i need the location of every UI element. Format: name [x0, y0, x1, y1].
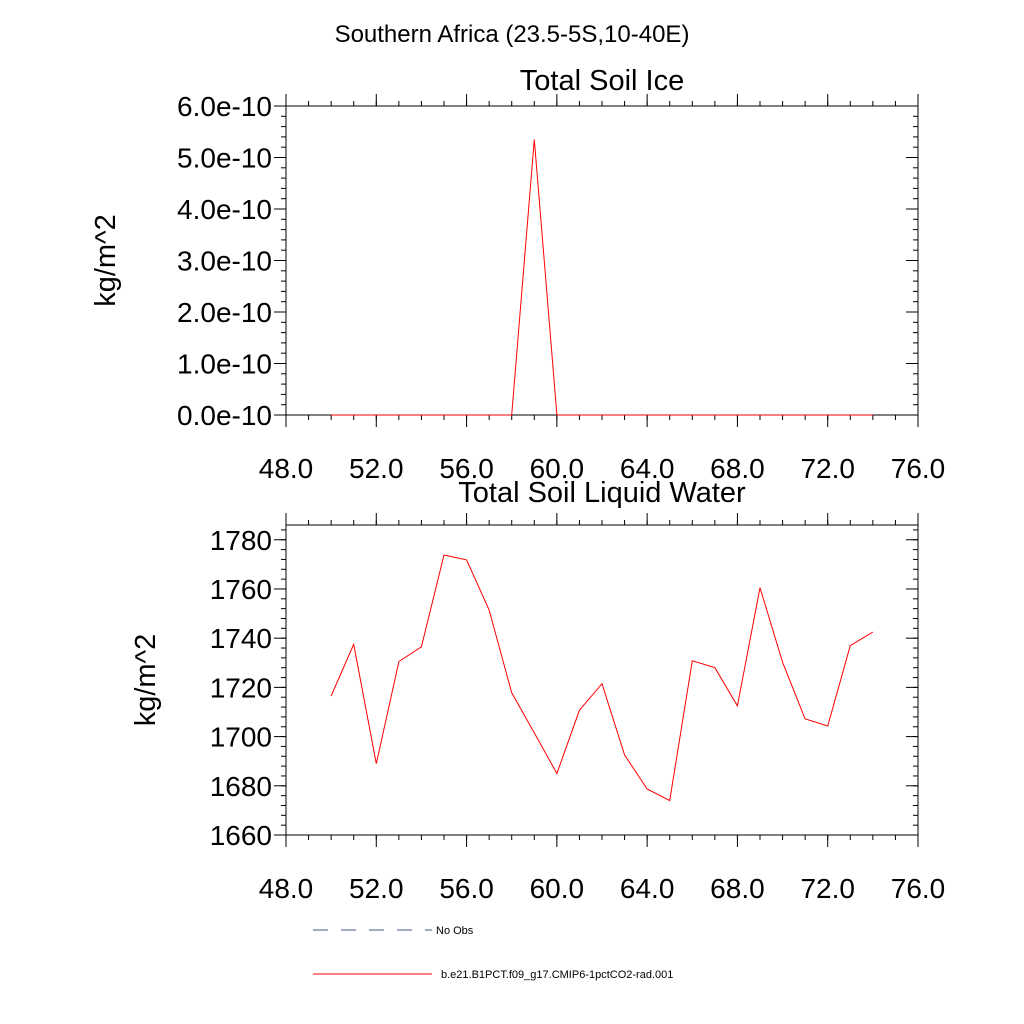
x-tick-label: 68.0 [710, 453, 765, 484]
y-tick-label: 1.0e-10 [177, 349, 272, 380]
y-tick-label: 5.0e-10 [177, 143, 272, 174]
y-tick-label: 1760 [210, 574, 272, 605]
panel-total-soil-liquid-water: Total Soil Liquid Water 48.0 52.0 56.0 60.0 6… [130, 477, 945, 904]
x-tick-label: 52.0 [349, 453, 404, 484]
x-tick-label: 48.0 [259, 453, 314, 484]
y-tick-label: 1660 [210, 820, 272, 851]
legend-label-no-obs: No Obs [436, 925, 474, 937]
series-line [330, 554, 874, 802]
x-tick-label: 56.0 [439, 873, 494, 904]
x-tick-label: 76.0 [891, 873, 946, 904]
x-tick-label: 72.0 [800, 453, 855, 484]
x-tick-label: 64.0 [620, 453, 675, 484]
x-tick-label: 52.0 [349, 873, 404, 904]
y-tick-label: 0.0e-10 [177, 400, 272, 431]
x-tick-label: 48.0 [259, 873, 314, 904]
legend-label-model: b.e21.B1PCT.f09_g17.CMIP6-1pctCO2-rad.00… [441, 969, 673, 981]
y-axis-label: kg/m^2 [130, 634, 162, 727]
plot-frame [285, 105, 919, 416]
x-tick-label: 68.0 [710, 873, 765, 904]
y-tick-label: 1680 [210, 771, 272, 802]
panel-total-soil-ice: Total Soil Ice 48.0 52.0 56.0 60.0 64.0 68.0 72… [90, 65, 945, 484]
y-tick-label: 6.0e-10 [177, 91, 272, 122]
y-tick-label: 1780 [210, 525, 272, 556]
panel-title: Total Soil Liquid Water [458, 477, 746, 509]
x-tick-label: 72.0 [800, 873, 855, 904]
x-tick-label: 64.0 [620, 873, 675, 904]
y-tick-label: 3.0e-10 [177, 246, 272, 277]
y-tick-label: 4.0e-10 [177, 194, 272, 225]
plot-frame [285, 524, 919, 836]
x-tick-label: 56.0 [439, 453, 494, 484]
panel-title: Total Soil Ice [520, 65, 684, 97]
figure-suptitle: Southern Africa (23.5-5S,10-40E) [335, 21, 690, 48]
y-tick-label: 1740 [210, 623, 272, 654]
x-tick-label: 60.0 [530, 453, 585, 484]
legend: No Obs b.e21.B1PCT.f09_g17.CMIP6-1pctCO2… [313, 925, 673, 981]
y-tick-label: 1700 [210, 722, 272, 753]
x-tick-label: 76.0 [891, 453, 946, 484]
y-tick-label: 2.0e-10 [177, 297, 272, 328]
y-tick-label: 1720 [210, 672, 272, 703]
x-tick-label: 60.0 [530, 873, 585, 904]
series-line [331, 139, 873, 416]
y-axis-label: kg/m^2 [90, 214, 122, 307]
